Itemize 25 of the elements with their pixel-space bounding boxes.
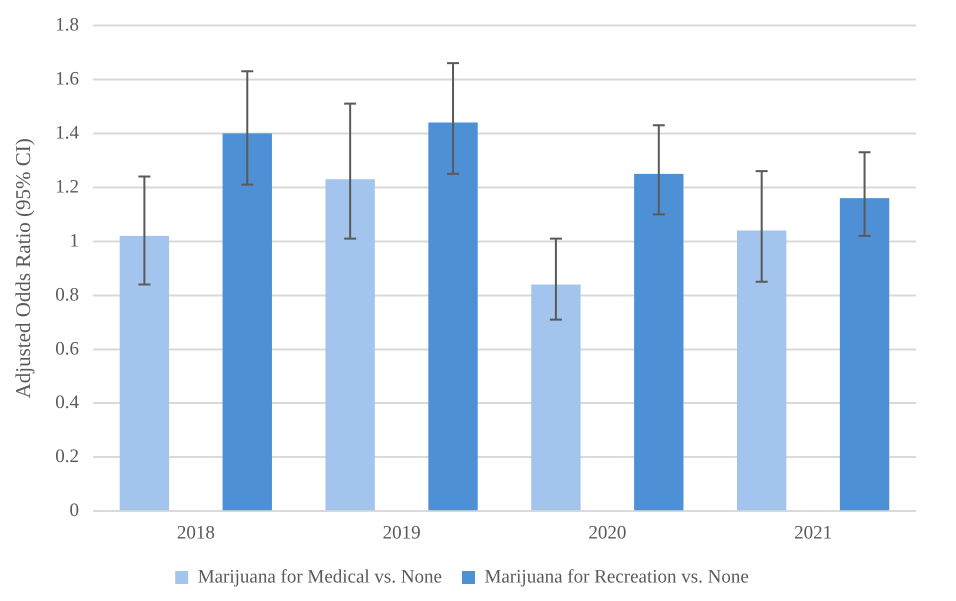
y-tick-label: 0.6 [55, 338, 79, 360]
legend-label: Marijuana for Medical vs. None [198, 566, 442, 588]
x-tick-label: 2021 [794, 522, 832, 544]
bar [840, 198, 890, 510]
x-tick-label: 2020 [588, 522, 626, 544]
bar [531, 284, 581, 510]
y-tick-label: 0.4 [55, 392, 80, 414]
bar [428, 122, 478, 510]
bar [325, 179, 375, 510]
legend-label: Marijuana for Recreation vs. None [484, 566, 749, 588]
x-tick-label: 2018 [176, 522, 215, 544]
y-tick-label: 1.6 [55, 68, 79, 90]
y-tick-label: 0.8 [55, 284, 79, 306]
bar [222, 133, 272, 510]
y-tick-label: 0 [69, 500, 79, 522]
y-tick-label: 1.2 [55, 176, 79, 198]
y-tick-label: 0.2 [55, 446, 79, 468]
bar [120, 236, 170, 510]
x-tick-label: 2019 [382, 522, 421, 544]
y-axis-title: Adjusted Odds Ratio (95% CI) [11, 138, 36, 398]
bar [634, 174, 684, 510]
y-tick-label: 1 [69, 230, 79, 252]
y-tick-label: 1.8 [55, 14, 79, 36]
y-tick-label: 1.4 [55, 122, 80, 144]
bar [736, 230, 786, 510]
